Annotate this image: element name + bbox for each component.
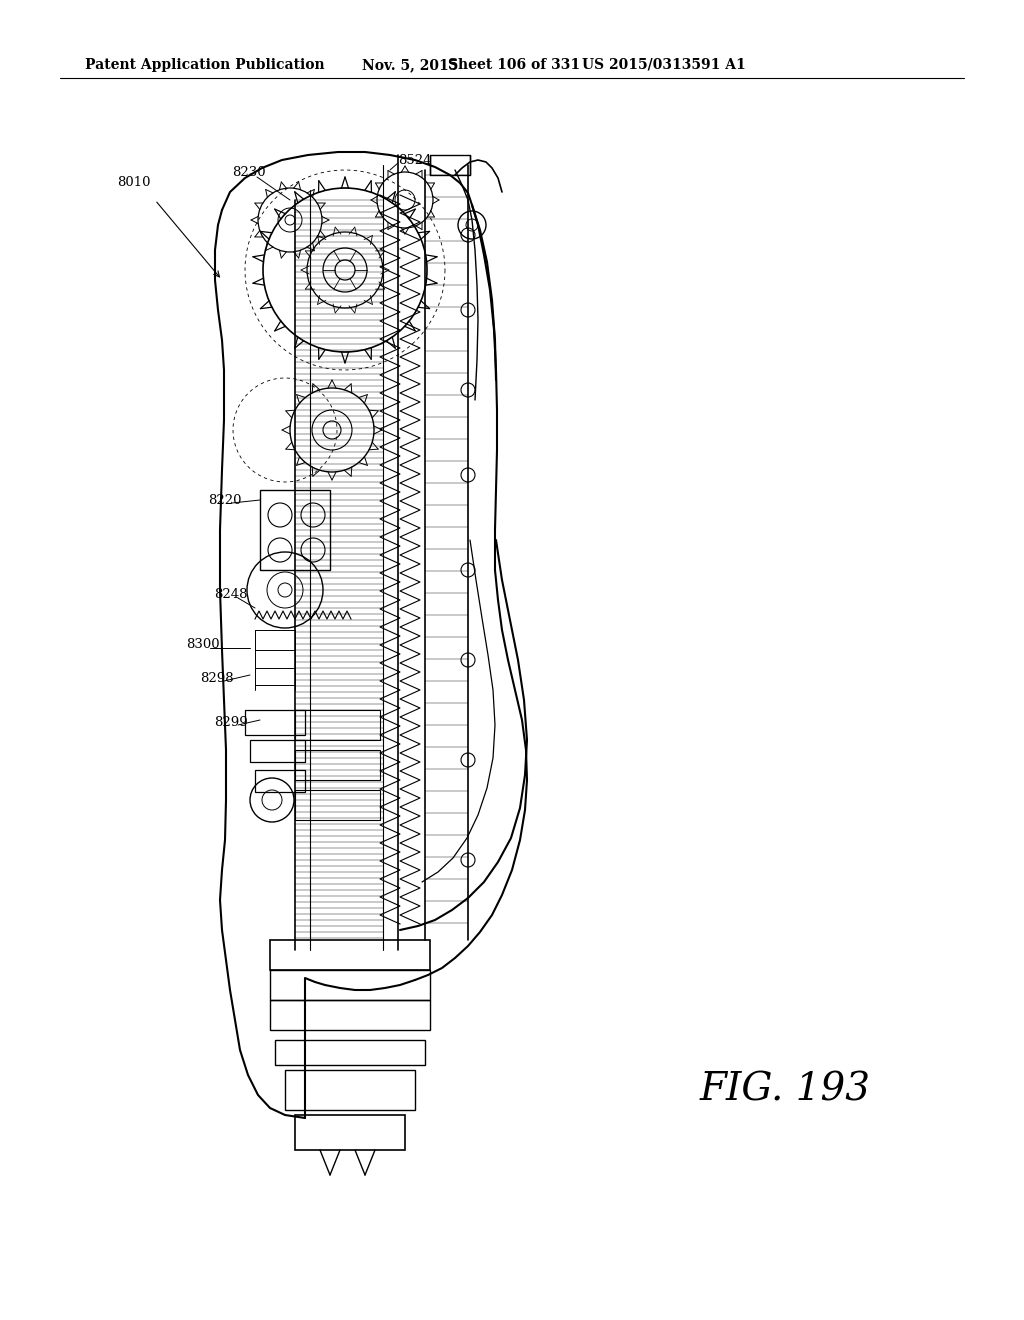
Text: Nov. 5, 2015: Nov. 5, 2015: [362, 58, 459, 73]
Bar: [295, 1115, 406, 1150]
Text: 8524: 8524: [398, 153, 431, 166]
Bar: [430, 154, 470, 176]
Text: US 2015/0313591 A1: US 2015/0313591 A1: [582, 58, 745, 73]
Bar: [270, 940, 430, 970]
Bar: [250, 741, 305, 762]
Text: 8298: 8298: [200, 672, 233, 685]
Bar: [245, 710, 305, 735]
Bar: [270, 1001, 430, 1030]
Bar: [295, 710, 380, 741]
Bar: [285, 1071, 415, 1110]
Bar: [295, 750, 380, 780]
Text: 8300: 8300: [186, 639, 219, 652]
Text: 8230: 8230: [232, 165, 265, 178]
Bar: [255, 770, 305, 792]
Text: 8248: 8248: [214, 589, 248, 602]
Bar: [270, 970, 430, 1001]
Text: 8010: 8010: [117, 177, 151, 190]
Bar: [260, 490, 330, 570]
Text: 8220: 8220: [208, 494, 242, 507]
Text: 8299: 8299: [214, 715, 248, 729]
Bar: [275, 1040, 425, 1065]
Text: Sheet 106 of 331: Sheet 106 of 331: [449, 58, 581, 73]
Text: Patent Application Publication: Patent Application Publication: [85, 58, 325, 73]
Bar: [295, 789, 380, 820]
Text: FIG. 193: FIG. 193: [700, 1072, 871, 1109]
